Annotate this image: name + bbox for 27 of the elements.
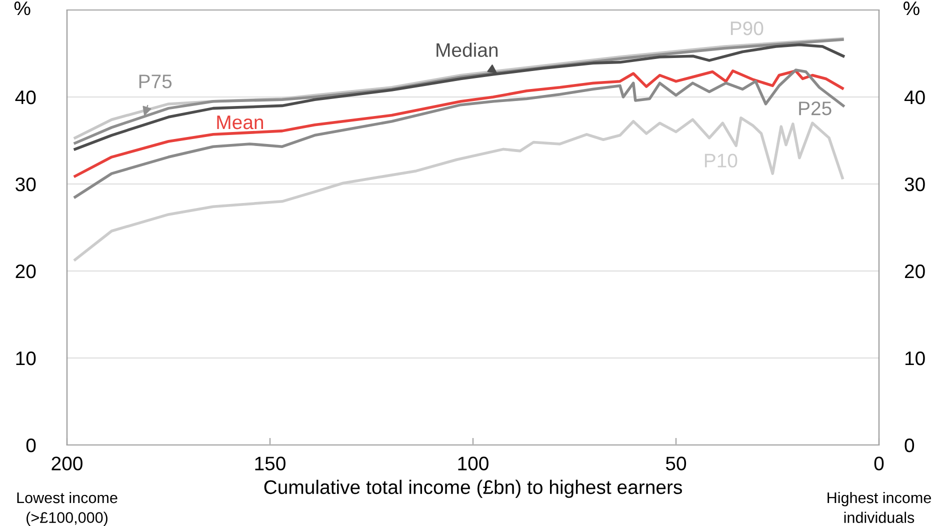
y-tick-label: 20 <box>16 264 36 278</box>
x-tick-label: 200 <box>52 456 82 470</box>
y-tick-label: 40 <box>15 90 36 104</box>
y2-tick-label: 10 <box>905 351 925 366</box>
series-label: Median <box>436 42 498 57</box>
y-tick-label: 10 <box>16 351 36 366</box>
series-label: P75 <box>139 74 172 88</box>
y2-tick-label: 0 <box>904 438 914 452</box>
y-tick-label: 30 <box>16 177 36 192</box>
x-tick-label: 150 <box>255 456 286 470</box>
y-axis-title: % <box>14 2 30 16</box>
x-tick-label: 0 <box>874 456 884 470</box>
x-axis-title: Cumulative total income (£bn) to highest earners <box>264 480 682 498</box>
x-tick-label: 100 <box>458 456 488 470</box>
y2-axis-title: % <box>904 2 920 16</box>
line-series <box>74 116 844 262</box>
series-label: Mean <box>217 116 264 130</box>
line-series <box>74 68 845 198</box>
y-tick-label: 0 <box>26 438 36 452</box>
text: Lowest income (>£100,000) <box>17 492 118 526</box>
series-label: P25 <box>799 102 832 116</box>
x-tick-label: 50 <box>666 456 686 470</box>
text: Highest income individuals <box>828 492 931 523</box>
y2-tick-label: 30 <box>904 177 925 192</box>
y2-tick-label: 20 <box>904 264 925 278</box>
line-series <box>74 70 844 178</box>
y2-tick-label: 40 <box>904 90 925 104</box>
